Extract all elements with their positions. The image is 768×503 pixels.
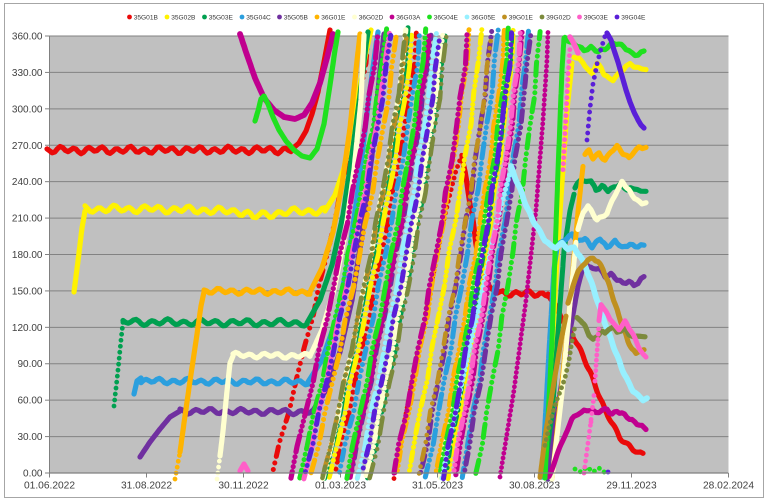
svg-text:36G03A: 36G03A [396, 14, 421, 21]
svg-text:01.06.2022: 01.06.2022 [24, 480, 75, 491]
svg-text:35G03E: 35G03E [209, 14, 234, 21]
svg-text:35G01B: 35G01B [134, 14, 159, 21]
svg-text:360.00: 360.00 [12, 32, 43, 43]
svg-text:35G02B: 35G02B [171, 14, 196, 21]
svg-text:28.02.2024: 28.02.2024 [703, 480, 754, 491]
svg-text:180.00: 180.00 [12, 250, 43, 261]
svg-text:01.03.2023: 01.03.2023 [315, 480, 366, 491]
svg-text:270.00: 270.00 [12, 141, 43, 152]
svg-text:330.00: 330.00 [12, 68, 43, 79]
svg-text:60.00: 60.00 [17, 396, 42, 407]
svg-text:300.00: 300.00 [12, 104, 43, 115]
svg-text:0.00: 0.00 [23, 469, 43, 480]
svg-text:39G02D: 39G02D [546, 14, 571, 21]
svg-text:35G04C: 35G04C [246, 14, 271, 21]
svg-text:120.00: 120.00 [12, 323, 43, 334]
svg-text:39G04E: 39G04E [621, 14, 646, 21]
svg-text:35G05B: 35G05B [284, 14, 309, 21]
svg-text:39G01E: 39G01E [509, 14, 534, 21]
svg-text:36G02D: 36G02D [359, 14, 384, 21]
svg-text:210.00: 210.00 [12, 214, 43, 225]
svg-text:29.11.2023: 29.11.2023 [606, 480, 657, 491]
svg-text:150.00: 150.00 [12, 286, 43, 297]
svg-text:36G05E: 36G05E [471, 14, 496, 21]
svg-text:30.08.2023: 30.08.2023 [509, 480, 560, 491]
svg-text:31.08.2022: 31.08.2022 [121, 480, 172, 491]
svg-text:30.11.2022: 30.11.2022 [218, 480, 269, 491]
svg-text:31.05.2023: 31.05.2023 [412, 480, 463, 491]
svg-text:39G03E: 39G03E [584, 14, 609, 21]
svg-text:30.00: 30.00 [17, 432, 42, 443]
svg-text:36G01E: 36G01E [321, 14, 346, 21]
svg-text:36G04E: 36G04E [434, 14, 459, 21]
svg-text:90.00: 90.00 [17, 359, 42, 370]
svg-text:240.00: 240.00 [12, 177, 43, 188]
